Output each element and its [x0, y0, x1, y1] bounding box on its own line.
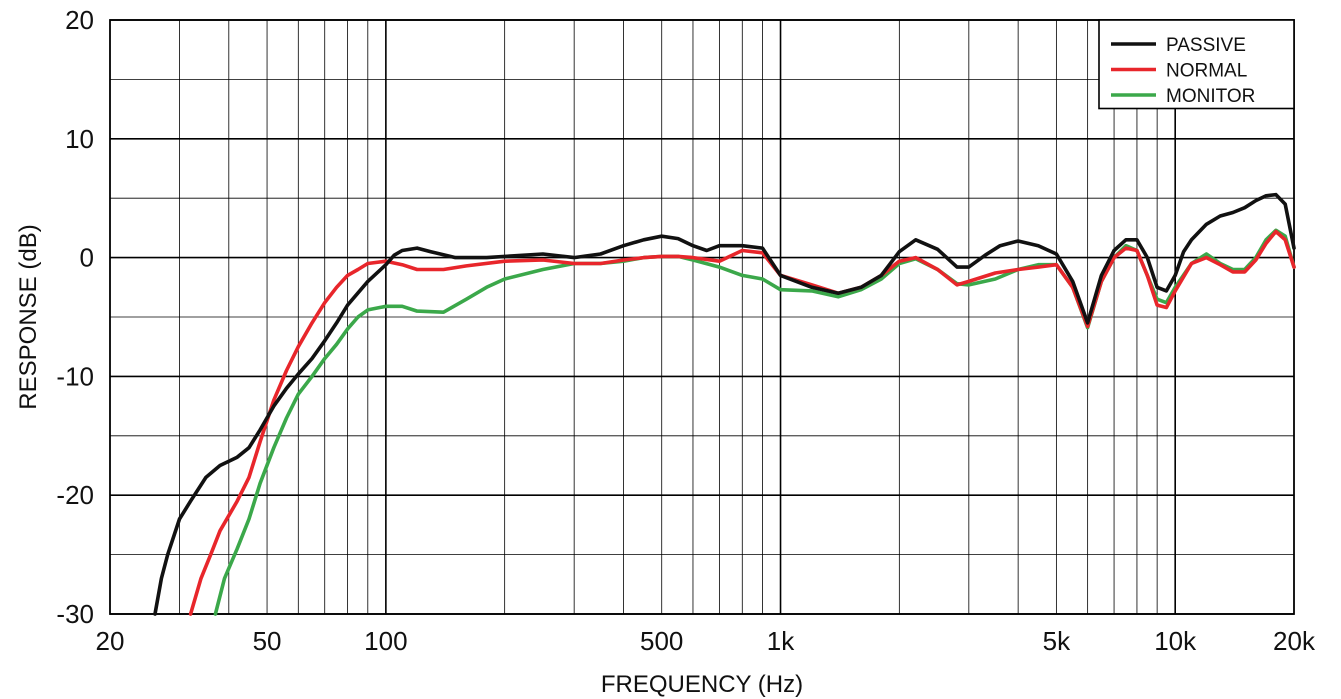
y-tick-label: 20 [65, 5, 94, 35]
x-tick-label: 50 [253, 626, 282, 656]
x-tick-label: 1k [767, 626, 795, 656]
y-axis-title: RESPONSE (dB) [15, 224, 42, 409]
y-tick-label: -30 [56, 599, 94, 629]
y-tick-label: -10 [56, 361, 94, 391]
x-axis-title: FREQUENCY (Hz) [601, 671, 803, 698]
y-tick-label: 0 [80, 243, 94, 273]
x-tick-label: 100 [364, 626, 407, 656]
y-tick-label: -20 [56, 480, 94, 510]
x-tick-label: 20 [96, 626, 125, 656]
x-tick-label: 10k [1154, 626, 1197, 656]
x-tick-label: 20k [1273, 626, 1316, 656]
legend-box [1098, 19, 1295, 110]
x-tick-label: 500 [640, 626, 683, 656]
x-tick-labels: 20 50 100 500 1k 5k 10k 20k [96, 626, 1316, 656]
y-tick-label: 10 [65, 124, 94, 154]
series-line-passive [153, 192, 1296, 616]
y-tick-labels: 20 10 0 -10 -20 -30 [56, 5, 94, 629]
legend-label-passive: PASSIVE [1166, 35, 1246, 56]
series-line-monitor [213, 228, 1296, 616]
legend-label-monitor: MONITOR [1166, 86, 1255, 107]
legend-label-normal: NORMAL [1166, 61, 1247, 82]
x-tick-label: 5k [1043, 626, 1071, 656]
legend: PASSIVE NORMAL MONITOR [1098, 19, 1295, 110]
plot-frame [109, 19, 1295, 615]
series-layer [153, 192, 1296, 616]
